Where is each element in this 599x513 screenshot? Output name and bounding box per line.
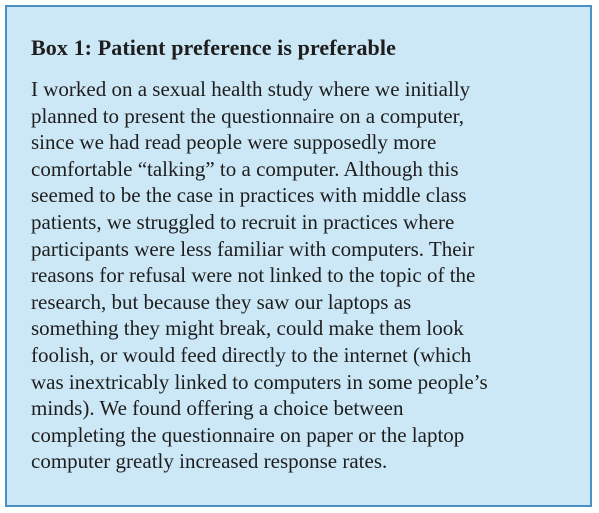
body-line: completing the questionnaire on paper or… — [31, 422, 465, 447]
body-line: foolish, or would feed directly to the i… — [31, 342, 472, 367]
body-line: patients, we struggled to recruit in pra… — [31, 209, 455, 234]
body-line: computer greatly increased response rate… — [31, 449, 388, 474]
body-line: research, but because they saw our lapto… — [31, 289, 412, 314]
body-line: since we had read people were supposedly… — [31, 130, 437, 155]
body-line: I worked on a sexual health study where … — [31, 77, 471, 101]
body-line: planned to present the questionnaire on … — [31, 103, 465, 128]
text-box: Box 1: Patient preference is preferable … — [5, 5, 592, 507]
body-line: was inextricably linked to computers in … — [31, 369, 488, 394]
body-line: something they might break, could make t… — [31, 316, 464, 341]
box-body: I worked on a sexual health study where … — [31, 76, 576, 475]
body-line: participants were less familiar with com… — [31, 236, 475, 261]
body-line: seemed to be the case in practices with … — [31, 183, 467, 208]
body-line: minds). We found offering a choice betwe… — [31, 396, 404, 421]
body-line: comfortable “talking” to a computer. Alt… — [31, 156, 459, 181]
body-line: reasons for refusal were not linked to t… — [31, 263, 476, 288]
box-title: Box 1: Patient preference is preferable — [31, 35, 396, 60]
